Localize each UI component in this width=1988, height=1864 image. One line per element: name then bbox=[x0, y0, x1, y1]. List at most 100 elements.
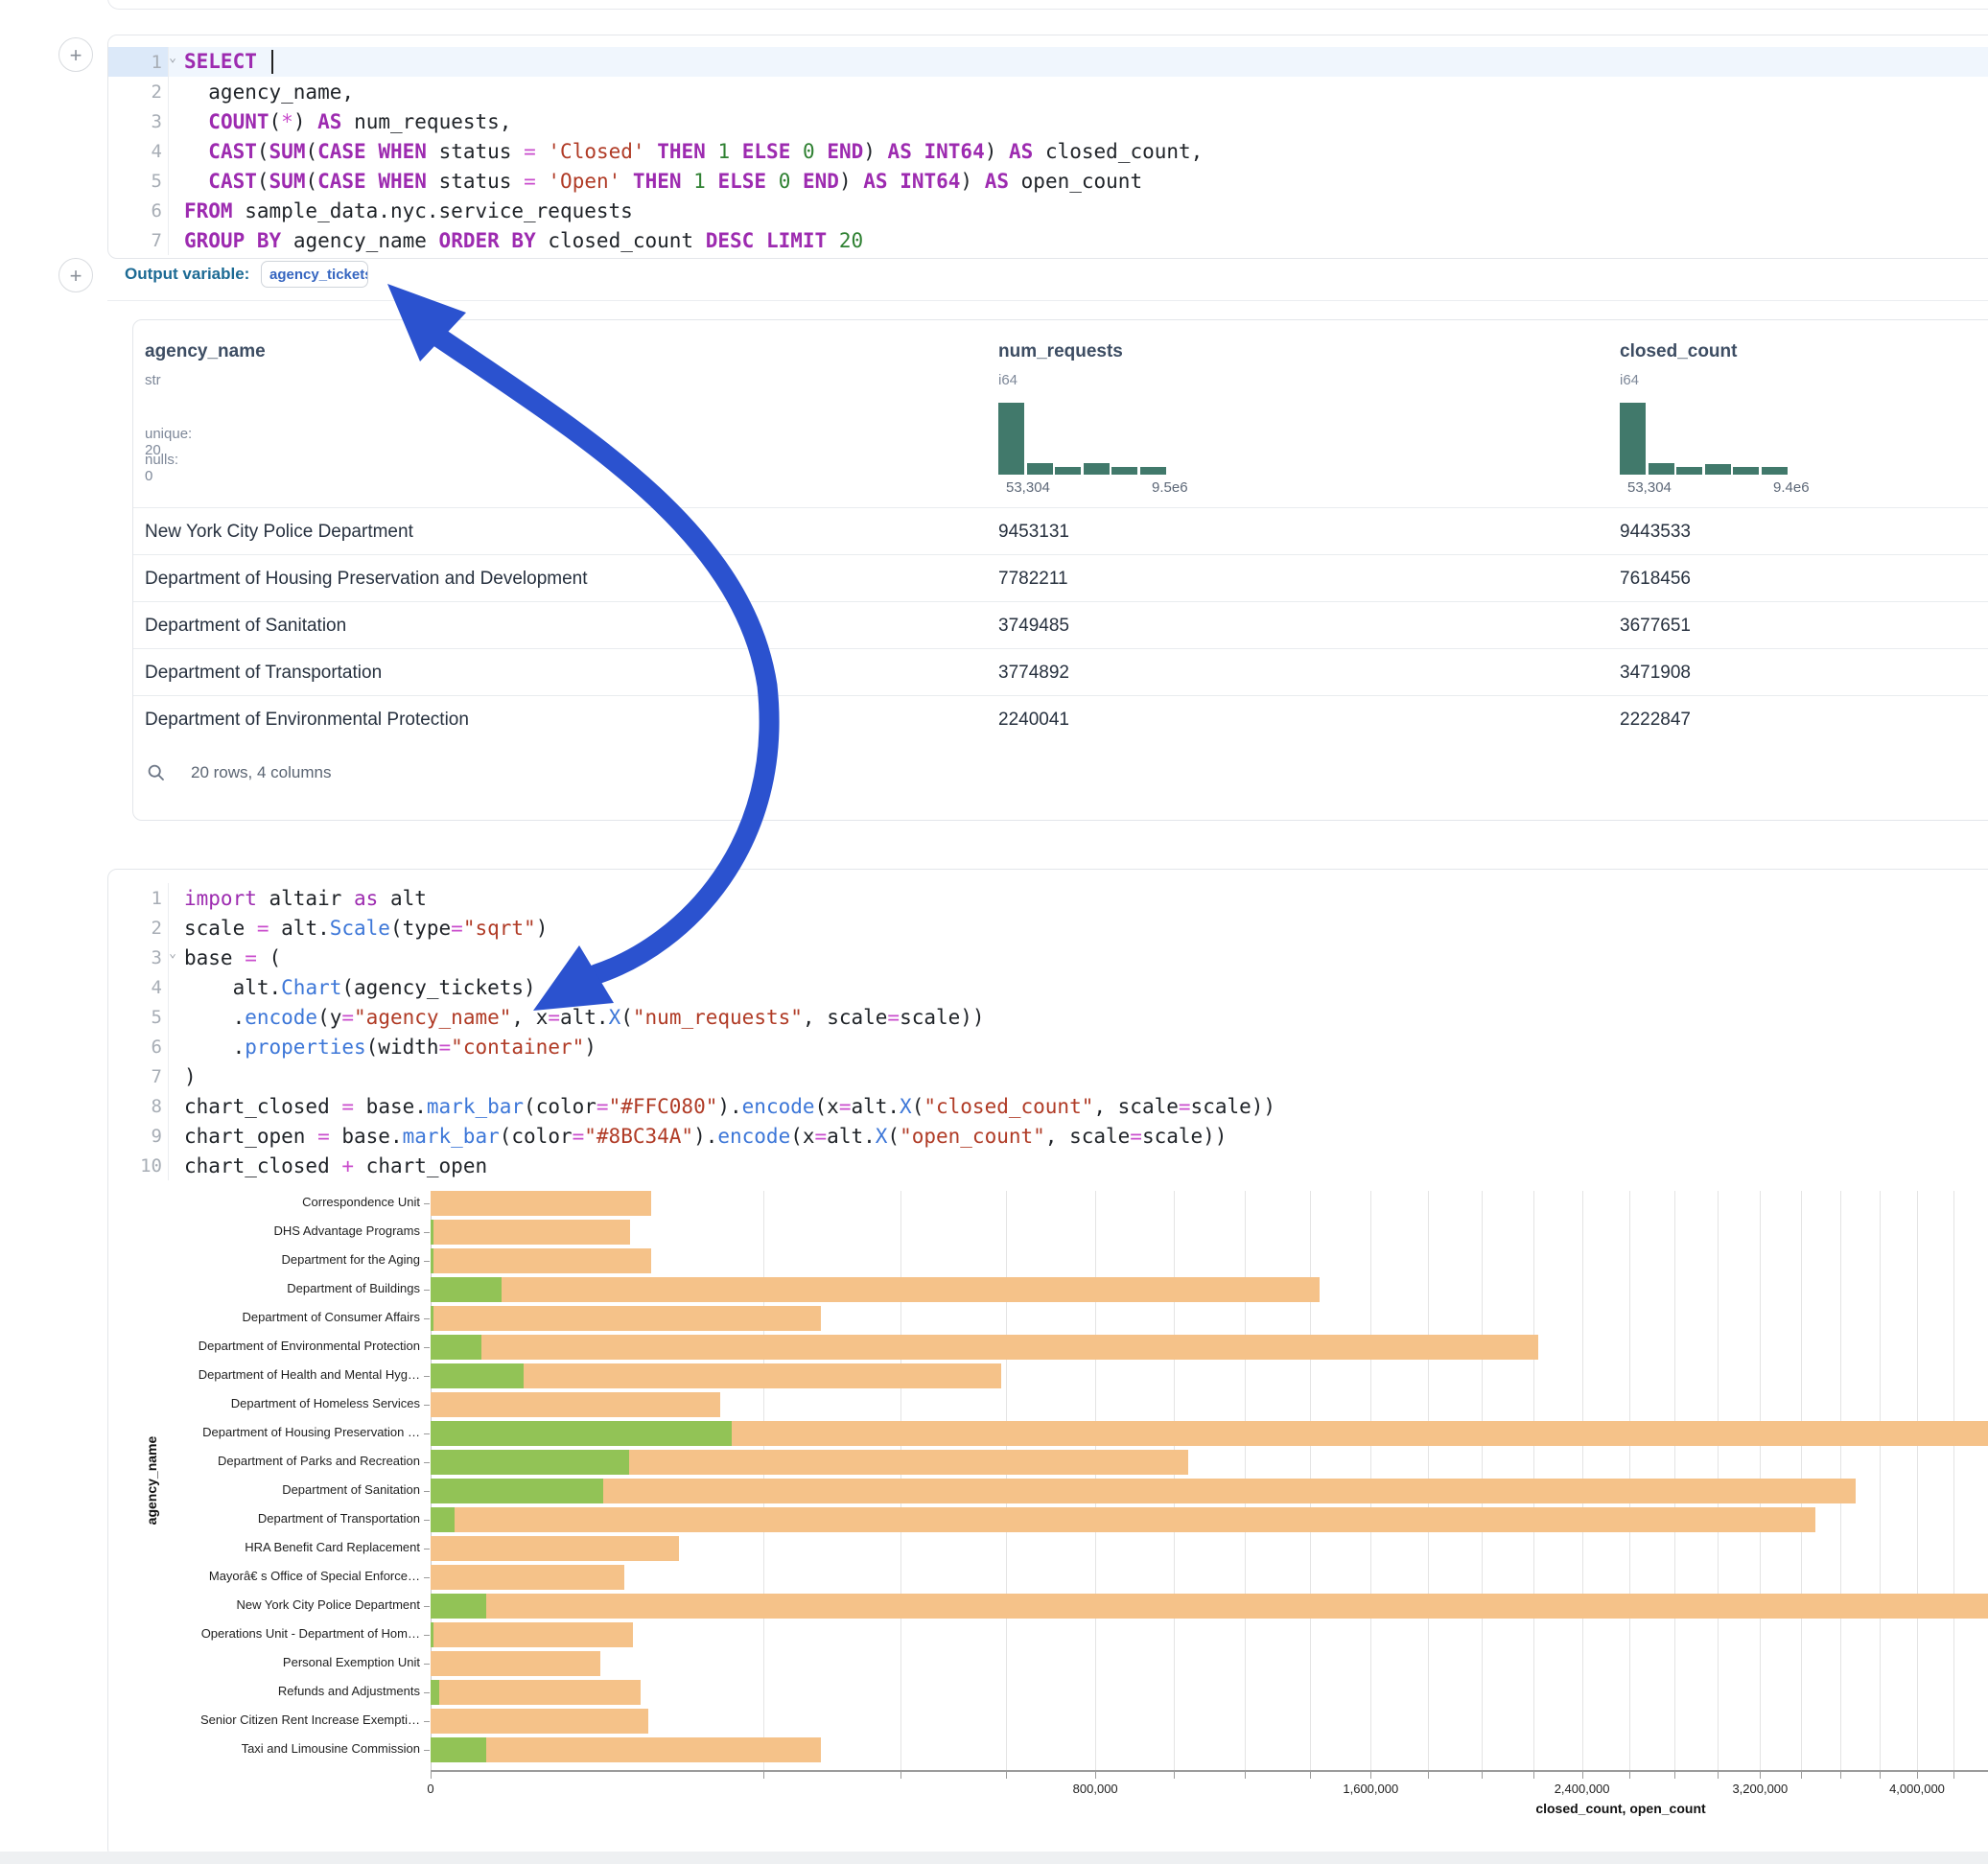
sql-line-1[interactable]: 1 ⌄ SELECT bbox=[108, 47, 1988, 77]
table-cell: Department of Housing Preservation and D… bbox=[145, 569, 588, 589]
text-cursor bbox=[270, 50, 273, 75]
table-cell: 2222847 bbox=[1620, 710, 1691, 730]
sql-code-text: CAST(SUM(CASE WHEN status = 'Open' THEN … bbox=[208, 169, 1143, 193]
python-line-number: 8 bbox=[108, 1091, 169, 1121]
python-line-9[interactable]: 9 chart_open = base.mark_bar(color="#8BC3… bbox=[108, 1121, 1988, 1151]
sql-line-2[interactable]: 2 agency_name, bbox=[108, 77, 1988, 106]
table-cell: 3749485 bbox=[998, 616, 1069, 636]
sql-line-number: 4 bbox=[108, 136, 169, 166]
output-variable-pill[interactable]: agency_tickets bbox=[261, 261, 368, 288]
python-line-number: 10 bbox=[108, 1151, 169, 1180]
table-row[interactable]: Department of Housing Preservation and D… bbox=[133, 554, 1988, 602]
sql-line-4[interactable]: 4 CAST(SUM(CASE WHEN status = 'Closed' T… bbox=[108, 136, 1988, 166]
table-row-count: 20 rows, 4 columns bbox=[191, 763, 332, 781]
python-line-number: 6 bbox=[108, 1032, 169, 1061]
cell-divider bbox=[107, 300, 1988, 301]
python-line-number: 3 ⌄ bbox=[108, 943, 176, 972]
column-histogram bbox=[998, 401, 1168, 475]
output-variable-label: Output variable: bbox=[125, 265, 250, 283]
sql-line-6[interactable]: 6 FROM sample_data.nyc.service_requests bbox=[108, 196, 1988, 225]
sql-line-number: 7 bbox=[108, 225, 169, 255]
python-line-number: 9 bbox=[108, 1121, 169, 1151]
hist-max-label: 9.4e6 bbox=[1773, 479, 1810, 496]
table-cell: 9443533 bbox=[1620, 522, 1691, 542]
sql-line-3[interactable]: 3 COUNT(*) AS num_requests, bbox=[108, 106, 1988, 136]
python-code-text: chart_open = base.mark_bar(color="#8BC34… bbox=[184, 1124, 1228, 1148]
sql-line-number: 3 bbox=[108, 106, 169, 136]
table-row[interactable]: Department of Transportation 3774892 34719… bbox=[133, 648, 1988, 696]
python-line-number: 1 bbox=[108, 883, 169, 913]
sql-line-number: 1 ⌄ bbox=[108, 47, 176, 77]
column-stat: unique: 20 bbox=[145, 426, 193, 458]
hist-max-label: 9.5e6 bbox=[1152, 479, 1188, 496]
python-code-text: .encode(y="agency_name", x=alt.X("num_re… bbox=[184, 1005, 985, 1029]
collapse-chevron-icon[interactable]: ⌄ bbox=[169, 946, 176, 961]
python-cell[interactable]: 1 import altair as alt 2 scale = alt.Scale(… bbox=[107, 869, 1988, 1858]
python-code-text: base = ( bbox=[184, 945, 282, 969]
sql-line-number: 6 bbox=[108, 196, 169, 225]
column-histogram bbox=[1620, 401, 1789, 475]
sql-line-5[interactable]: 5 CAST(SUM(CASE WHEN status = 'Open' THE… bbox=[108, 166, 1988, 196]
add-cell-button-middle[interactable]: + bbox=[58, 258, 93, 292]
python-line-number: 4 bbox=[108, 972, 169, 1002]
column-type: str bbox=[145, 372, 161, 388]
sql-code-text: COUNT(*) AS num_requests, bbox=[208, 109, 512, 133]
sql-code-text: GROUP BY agency_name ORDER BY closed_cou… bbox=[184, 228, 864, 252]
table-cell: 3471908 bbox=[1620, 663, 1691, 683]
sql-code-text: SELECT bbox=[169, 50, 273, 75]
table-cell: Department of Transportation bbox=[145, 663, 383, 683]
table-cell: Department of Sanitation bbox=[145, 616, 347, 636]
python-code-text: scale = alt.Scale(type="sqrt") bbox=[184, 916, 549, 940]
python-line-6[interactable]: 6 .properties(width="container") bbox=[108, 1032, 1988, 1061]
python-line-2[interactable]: 2 scale = alt.Scale(type="sqrt") bbox=[108, 913, 1988, 943]
sql-code-editor[interactable]: 1 ⌄ SELECT 2 agency_name, 3 COUNT(*) AS num… bbox=[108, 47, 1988, 255]
page-bottom-strip bbox=[0, 1852, 1988, 1864]
search-icon[interactable] bbox=[147, 763, 166, 782]
column-type: i64 bbox=[998, 372, 1018, 388]
hist-min-label: 53,304 bbox=[1006, 479, 1050, 496]
sql-code-text: FROM sample_data.nyc.service_requests bbox=[184, 198, 633, 222]
python-code-text: import altair as alt bbox=[184, 886, 427, 910]
python-line-5[interactable]: 5 .encode(y="agency_name", x=alt.X("num_… bbox=[108, 1002, 1988, 1032]
sql-line-number: 5 bbox=[108, 166, 169, 196]
python-line-number: 5 bbox=[108, 1002, 169, 1032]
column-name: closed_count bbox=[1620, 341, 1738, 361]
table-cell: 2240041 bbox=[998, 710, 1069, 730]
python-code-text: alt.Chart(agency_tickets) bbox=[184, 975, 536, 999]
python-code-editor[interactable]: 1 import altair as alt 2 scale = alt.Scale(… bbox=[108, 883, 1988, 1180]
python-line-1[interactable]: 1 import altair as alt bbox=[108, 883, 1988, 913]
table-cell: 7618456 bbox=[1620, 569, 1691, 589]
python-line-4[interactable]: 4 alt.Chart(agency_tickets) bbox=[108, 972, 1988, 1002]
sql-line-7[interactable]: 7 GROUP BY agency_name ORDER BY closed_co… bbox=[108, 225, 1988, 255]
table-cell: 3677651 bbox=[1620, 616, 1691, 636]
python-line-3[interactable]: 3 ⌄ base = ( bbox=[108, 943, 1988, 972]
table-cell: 7782211 bbox=[998, 569, 1068, 589]
sql-cell[interactable]: 1 ⌄ SELECT 2 agency_name, 3 COUNT(*) AS num… bbox=[107, 35, 1988, 259]
table-cell: Department of Environmental Protection bbox=[145, 710, 469, 730]
python-line-8[interactable]: 8 chart_closed = base.mark_bar(color="#FF… bbox=[108, 1091, 1988, 1121]
python-code-text: .properties(width="container") bbox=[184, 1035, 596, 1059]
previous-cell-edge bbox=[107, 0, 1988, 10]
python-line-number: 7 bbox=[108, 1061, 169, 1091]
python-code-text: ) bbox=[184, 1064, 197, 1088]
table-cell: New York City Police Department bbox=[145, 522, 413, 542]
collapse-chevron-icon[interactable]: ⌄ bbox=[169, 51, 176, 65]
column-name: agency_name bbox=[145, 341, 266, 361]
table-row[interactable]: Department of Environmental Protection 22… bbox=[133, 695, 1988, 743]
table-row[interactable]: New York City Police Department 9453131 94… bbox=[133, 507, 1988, 555]
table-row[interactable]: Department of Sanitation 3749485 3677651 bbox=[133, 601, 1988, 649]
python-line-10[interactable]: 10 chart_closed + chart_open bbox=[108, 1151, 1988, 1180]
python-line-7[interactable]: 7) bbox=[108, 1061, 1988, 1091]
table-footer: 20 rows, 4 columns bbox=[147, 763, 331, 782]
dataframe-table: agency_name str unique: 20 nulls: 0 num_requ… bbox=[132, 319, 1988, 821]
add-cell-button-top[interactable]: + bbox=[58, 37, 93, 72]
python-code-text: chart_closed + chart_open bbox=[184, 1153, 488, 1177]
sql-code-text: agency_name, bbox=[184, 80, 355, 104]
hist-min-label: 53,304 bbox=[1627, 479, 1672, 496]
sql-code-text: CAST(SUM(CASE WHEN status = 'Closed' THE… bbox=[208, 139, 1204, 163]
column-type: i64 bbox=[1620, 372, 1640, 388]
sql-line-number: 2 bbox=[108, 77, 169, 106]
python-line-number: 2 bbox=[108, 913, 169, 943]
table-cell: 9453131 bbox=[998, 522, 1069, 542]
column-name: num_requests bbox=[998, 341, 1123, 361]
